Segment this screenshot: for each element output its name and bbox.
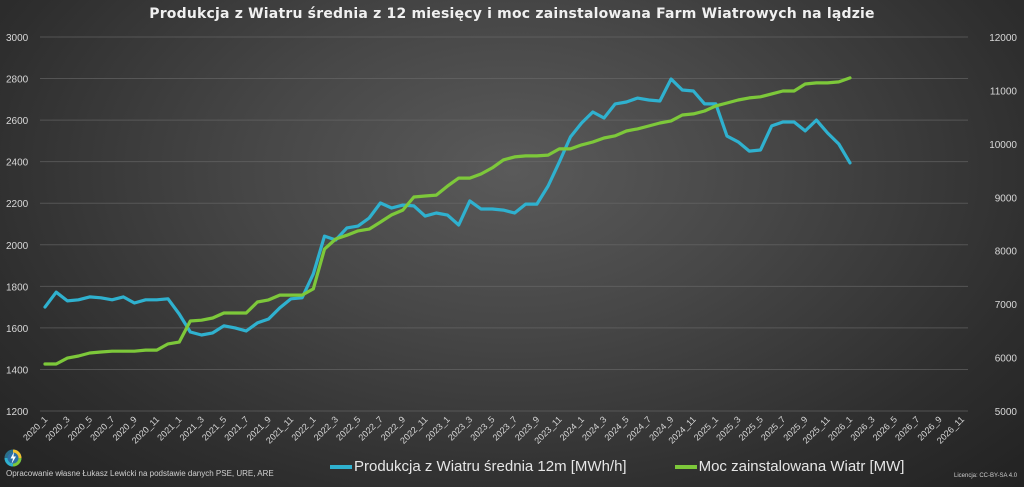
y-left-tick: 1800 <box>6 282 29 293</box>
legend-swatch-green <box>674 464 697 469</box>
y-right-tick: 9000 <box>995 193 1018 204</box>
y-left-tick: 2400 <box>6 158 29 169</box>
y-left-tick: 1600 <box>6 324 29 335</box>
legend-item-production: Produkcja z Wiatru średnia 12m [MWh/h] <box>330 458 627 475</box>
production-line <box>43 77 852 337</box>
y-left-tick: 2000 <box>6 241 29 252</box>
y-right-tick: 5000 <box>995 407 1018 418</box>
y-right-tick: 11000 <box>990 86 1018 97</box>
y-right-tick: 6000 <box>995 354 1018 365</box>
gridlines <box>40 36 968 412</box>
source-note: Opracowanie własne Łukasz Lewicki na pod… <box>6 469 274 478</box>
legend-label: Moc zainstalowana Wiatr [MW] <box>698 458 905 475</box>
series-lines <box>43 76 852 366</box>
y-left-tick: 2600 <box>6 116 29 127</box>
y-left-tick: 2800 <box>6 75 29 86</box>
legend-swatch-blue <box>330 464 352 469</box>
x-axis: 2020_12020_32020_52020_72020_92020_11202… <box>21 414 966 445</box>
y-left-tick: 1400 <box>6 365 29 376</box>
y-right-tick: 10000 <box>989 140 1017 151</box>
legend-item-capacity: Moc zainstalowana Wiatr [MW] <box>674 458 905 475</box>
capacity-line <box>43 76 852 366</box>
chart-title: Produkcja z Wiatru średnia z 12 miesięcy… <box>149 6 875 22</box>
y-left-tick: 1200 <box>6 407 29 418</box>
y-right-tick: 7000 <box>995 300 1018 311</box>
y-left-tick: 2200 <box>6 199 29 210</box>
license-note: Licencja: CC-BY-SA 4.0 <box>954 473 1018 479</box>
legend-label: Produkcja z Wiatru średnia 12m [MWh/h] <box>354 458 627 475</box>
y-right-tick: 12000 <box>989 33 1017 44</box>
chart-legend: Produkcja z Wiatru średnia 12m [MWh/h] M… <box>330 458 904 475</box>
lightning-bolt-logo-icon <box>4 449 22 467</box>
y-left-tick: 3000 <box>6 33 29 44</box>
y-axis-left: 1200 1400 1600 1800 2000 2200 2400 2600 2800 3000 <box>6 33 29 418</box>
y-axis-right: 5000 6000 7000 8000 9000 10000 11000 12000 <box>989 33 1017 418</box>
y-right-tick: 8000 <box>995 247 1018 258</box>
